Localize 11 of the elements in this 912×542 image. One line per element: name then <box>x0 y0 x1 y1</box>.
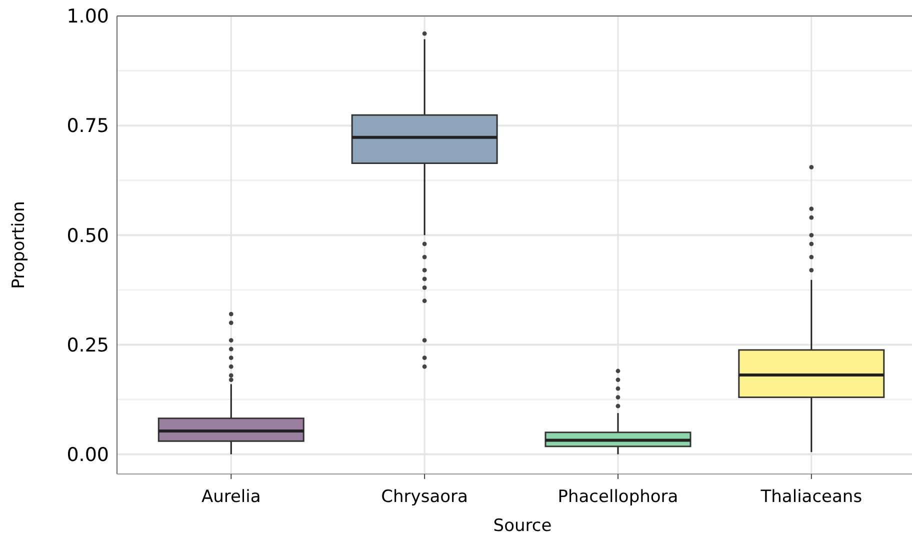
y-tick-label: 0.25 <box>66 334 109 356</box>
x-axis-title: Source <box>493 516 552 536</box>
y-tick-label: 0.75 <box>66 115 109 138</box>
x-tick-label: Aurelia <box>201 487 261 507</box>
x-tick-label: Phacellophora <box>558 487 678 507</box>
y-tick-label: 0.00 <box>66 444 109 466</box>
x-tick-label: Thaliaceans <box>760 487 862 507</box>
y-tick-label: 1.00 <box>66 6 109 28</box>
x-tick-label: Chrysaora <box>381 487 468 507</box>
y-axis-title: Proportion <box>9 201 29 289</box>
y-tick-label: 0.50 <box>66 224 109 247</box>
